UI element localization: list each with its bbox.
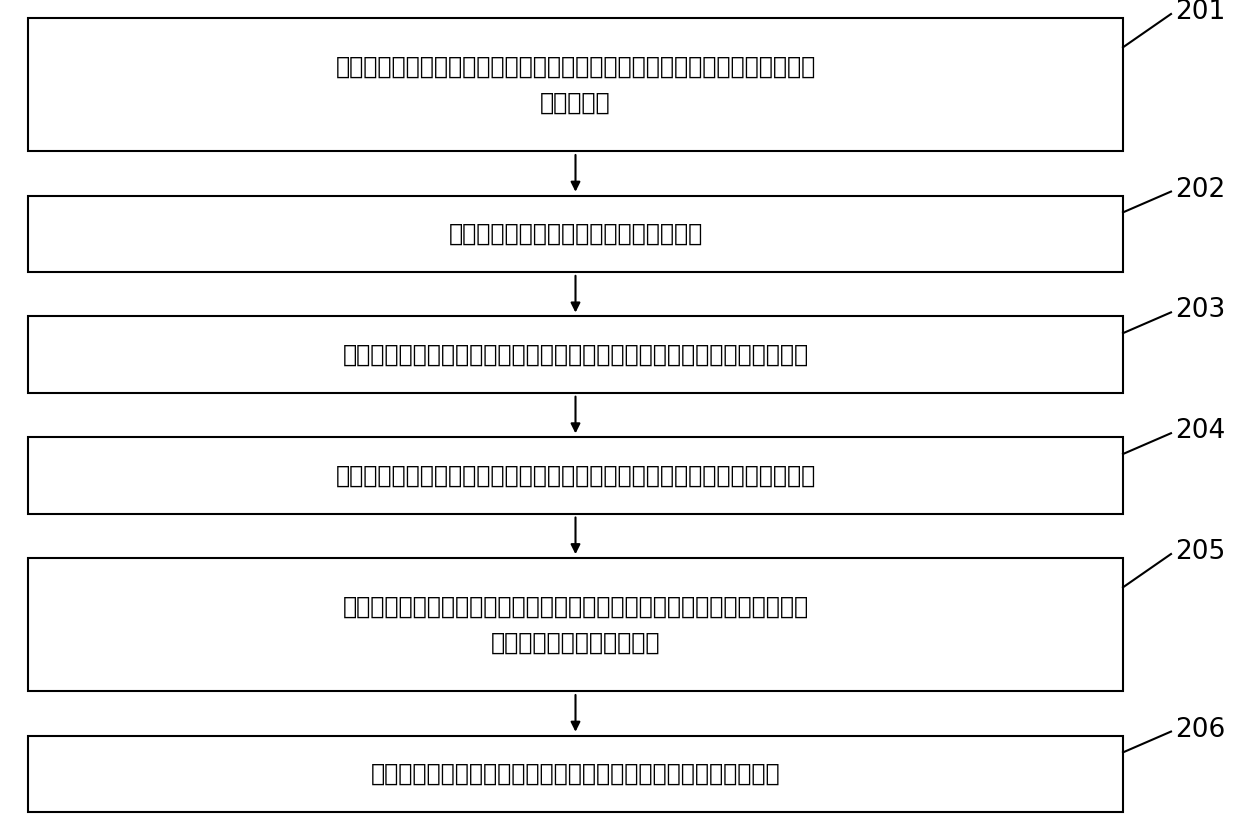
Text: 202: 202	[1176, 177, 1225, 203]
Text: 205: 205	[1176, 539, 1225, 565]
Text: 204: 204	[1176, 418, 1225, 444]
FancyBboxPatch shape	[29, 735, 1123, 812]
FancyBboxPatch shape	[29, 316, 1123, 393]
Text: 将终端设备所支持的至少一个频段作为所述终端设备待搜索的至少一个频段: 将终端设备所支持的至少一个频段作为所述终端设备待搜索的至少一个频段	[342, 343, 808, 367]
Text: 203: 203	[1176, 297, 1225, 324]
FancyBboxPatch shape	[29, 18, 1123, 151]
Text: 控制所述终端设备驻留在目标频点上满足小区驻留条件的目标小区: 控制所述终端设备驻留在目标频点上满足小区驻留条件的目标小区	[371, 762, 780, 786]
Text: 获取频段优先级信息；其中，所述频段优先级信息中高频段的优先级高于低频
段的优先级: 获取频段优先级信息；其中，所述频段优先级信息中高频段的优先级高于低频 段的优先级	[335, 55, 816, 115]
Text: 基于所述至少一个频段的优先级，按照频段优先级由高到低的顺序依次搜索
所述至少一个频段中的频点: 基于所述至少一个频段的优先级，按照频段优先级由高到低的顺序依次搜索 所述至少一个…	[342, 595, 808, 654]
Text: 从所述频段优先级信息中，确定所述终端设备待搜索的至少一个频段的优先级: 从所述频段优先级信息中，确定所述终端设备待搜索的至少一个频段的优先级	[335, 463, 816, 487]
FancyBboxPatch shape	[29, 437, 1123, 514]
Text: 206: 206	[1176, 716, 1225, 743]
Text: 201: 201	[1176, 0, 1225, 25]
FancyBboxPatch shape	[29, 558, 1123, 691]
FancyBboxPatch shape	[29, 196, 1123, 272]
Text: 确定所述终端设备所支持的至少一个频段: 确定所述终端设备所支持的至少一个频段	[449, 222, 703, 246]
